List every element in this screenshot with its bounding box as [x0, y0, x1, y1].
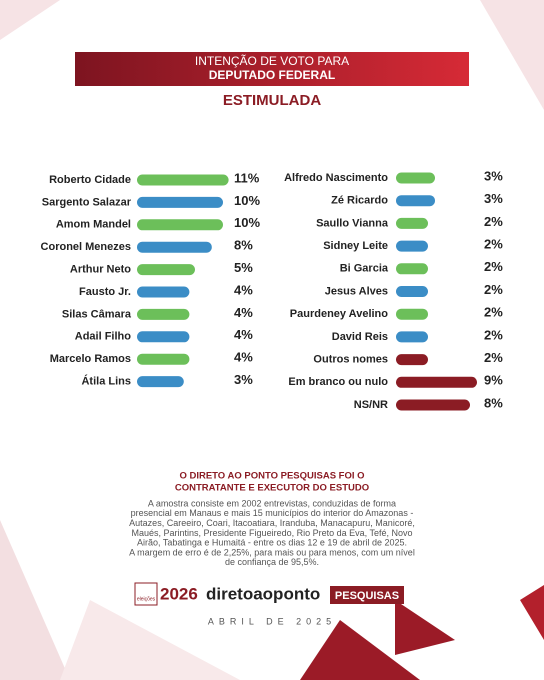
logo-badge	[134, 582, 158, 606]
value-label: 3%	[234, 372, 253, 387]
candidate-name: Paurdeney Avelino	[290, 308, 388, 320]
footer-line: A amostra consiste em 2002 entrevistas, …	[148, 498, 396, 508]
candidate-name: Coronel Menezes	[41, 241, 131, 253]
candidate-name: Saullo Vianna	[316, 217, 389, 229]
value-label: 4%	[234, 327, 253, 342]
candidate-name: Silas Câmara	[62, 308, 132, 320]
logo-brand: diretoaoponto	[206, 584, 320, 603]
candidate-name: NS/NR	[354, 399, 388, 411]
value-label: 2%	[484, 282, 503, 297]
bar	[396, 308, 428, 320]
bar	[137, 219, 223, 231]
footer-title: CONTRATANTE E EXECUTOR DO ESTUDO	[175, 483, 369, 494]
candidate-name: Jesus Alves	[325, 285, 388, 297]
value-label: 2%	[484, 350, 503, 365]
bar	[396, 263, 428, 275]
value-label: 11%	[234, 170, 260, 185]
charts: Roberto Cidade 11% Sargento Salazar 10% Amom…	[41, 168, 504, 410]
bar	[396, 172, 435, 184]
date: ABRIL DE 2025	[208, 616, 336, 626]
value-label: 5%	[234, 260, 253, 275]
bar	[396, 286, 428, 297]
decor	[0, 520, 70, 680]
value-label: 3%	[484, 168, 503, 183]
bar	[137, 331, 190, 343]
candidate-name: Roberto Cidade	[49, 174, 131, 186]
bar	[396, 331, 428, 343]
decor	[520, 585, 544, 640]
value-label: 2%	[484, 327, 503, 342]
bar	[396, 240, 428, 252]
value-label: 4%	[234, 350, 253, 365]
bar	[396, 195, 435, 207]
candidate-name: Átila Lins	[81, 375, 131, 388]
value-label: 8%	[234, 238, 253, 253]
candidate-name: David Reis	[332, 331, 388, 343]
footer-line: Autazes, Careeiro, Coari, Itacoatiara, I…	[129, 518, 415, 528]
decor	[0, 0, 60, 40]
footer-line: presencial em Manaus e mais 15 município…	[131, 508, 414, 518]
header-band	[75, 52, 469, 86]
candidate-name: Zé Ricardo	[331, 195, 388, 207]
decor	[60, 600, 240, 680]
candidate-name: Alfredo Nascimento	[284, 172, 388, 184]
candidate-name: Amom Mandel	[56, 219, 131, 231]
candidate-name: Sidney Leite	[323, 240, 388, 252]
value-label: 4%	[234, 305, 253, 320]
bar	[137, 241, 212, 253]
value-label: 4%	[234, 282, 253, 297]
header-title: DEPUTADO FEDERAL	[209, 68, 335, 82]
bar	[137, 353, 190, 365]
candidate-name: Adail Filho	[75, 331, 132, 343]
logo-tag-band	[330, 586, 404, 604]
bar	[396, 217, 428, 229]
value-label: 2%	[484, 259, 503, 274]
value-label: 3%	[484, 191, 503, 206]
footer-line: Airão, Tabatinga e Humaitá - entre os di…	[137, 538, 407, 548]
footer-line: A margem de erro é de 2,25%, para mais o…	[129, 547, 415, 557]
candidate-name: Fausto Jr.	[79, 286, 131, 298]
footer-line: Maués, Parintins, Presidente Figueiredo,…	[132, 528, 413, 538]
bar	[137, 264, 195, 276]
value-label: 9%	[484, 373, 503, 388]
value-label: 2%	[484, 305, 503, 320]
candidate-name: Sargento Salazar	[42, 196, 132, 208]
bar	[396, 399, 470, 411]
bar	[137, 308, 190, 320]
value-label: 10%	[234, 193, 260, 208]
decor	[480, 0, 544, 110]
logo-badge-text: eleições	[137, 596, 156, 602]
candidate-name: Marcelo Ramos	[50, 353, 131, 365]
bar	[137, 174, 229, 186]
bar	[396, 376, 477, 388]
footer-title: O DIRETO AO PONTO PESQUISAS FOI O	[179, 471, 364, 482]
candidate-name: Arthur Neto	[70, 264, 131, 276]
decor	[395, 600, 455, 655]
bar	[137, 376, 184, 388]
logo-year: 2026	[160, 584, 198, 603]
candidate-name: Bi Garcia	[340, 263, 389, 275]
subtitle: ESTIMULADA	[223, 92, 321, 109]
decor	[300, 620, 420, 680]
header-title: INTENÇÃO DE VOTO PARA	[195, 54, 349, 68]
bar	[396, 354, 428, 366]
value-label: 8%	[484, 395, 503, 410]
value-label: 2%	[484, 237, 503, 252]
value-label: 10%	[234, 215, 260, 230]
bar	[137, 286, 190, 298]
candidate-name: Outros nomes	[313, 354, 388, 366]
value-label: 2%	[484, 214, 503, 229]
candidate-name: Em branco ou nulo	[288, 376, 388, 388]
footer-text: A amostra consiste em 2002 entrevistas, …	[129, 498, 415, 567]
footer-line: de confiança de 95,5%.	[225, 557, 319, 567]
bar	[137, 196, 223, 208]
logo-tag: PESQUISAS	[335, 590, 399, 602]
